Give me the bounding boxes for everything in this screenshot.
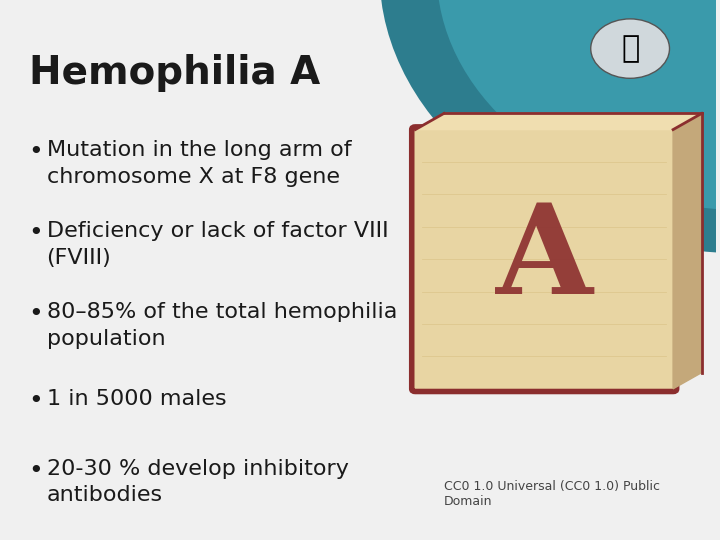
Text: •: • <box>29 140 43 164</box>
Text: CC0 1.0 Universal (CC0 1.0) Public
Domain: CC0 1.0 Universal (CC0 1.0) Public Domai… <box>444 480 660 508</box>
Text: •: • <box>29 221 43 245</box>
Wedge shape <box>438 0 720 211</box>
Text: Hemophilia A: Hemophilia A <box>29 54 320 92</box>
Polygon shape <box>673 113 702 389</box>
Text: Mutation in the long arm of
chromosome X at F8 gene: Mutation in the long arm of chromosome X… <box>47 140 351 187</box>
Text: 20-30 % develop inhibitory
antibodies: 20-30 % develop inhibitory antibodies <box>47 459 348 505</box>
Circle shape <box>590 19 670 78</box>
Wedge shape <box>379 0 720 254</box>
Text: Deficiency or lack of factor VIII
(FVIII): Deficiency or lack of factor VIII (FVIII… <box>47 221 388 268</box>
Text: A: A <box>495 199 593 320</box>
FancyBboxPatch shape <box>412 127 677 392</box>
Text: •: • <box>29 302 43 326</box>
Polygon shape <box>415 113 702 130</box>
Text: 1 in 5000 males: 1 in 5000 males <box>47 389 226 409</box>
Text: •: • <box>29 459 43 483</box>
Text: •: • <box>29 389 43 413</box>
Text: 🌍: 🌍 <box>621 34 639 63</box>
Text: 80–85% of the total hemophilia
population: 80–85% of the total hemophilia populatio… <box>47 302 397 349</box>
